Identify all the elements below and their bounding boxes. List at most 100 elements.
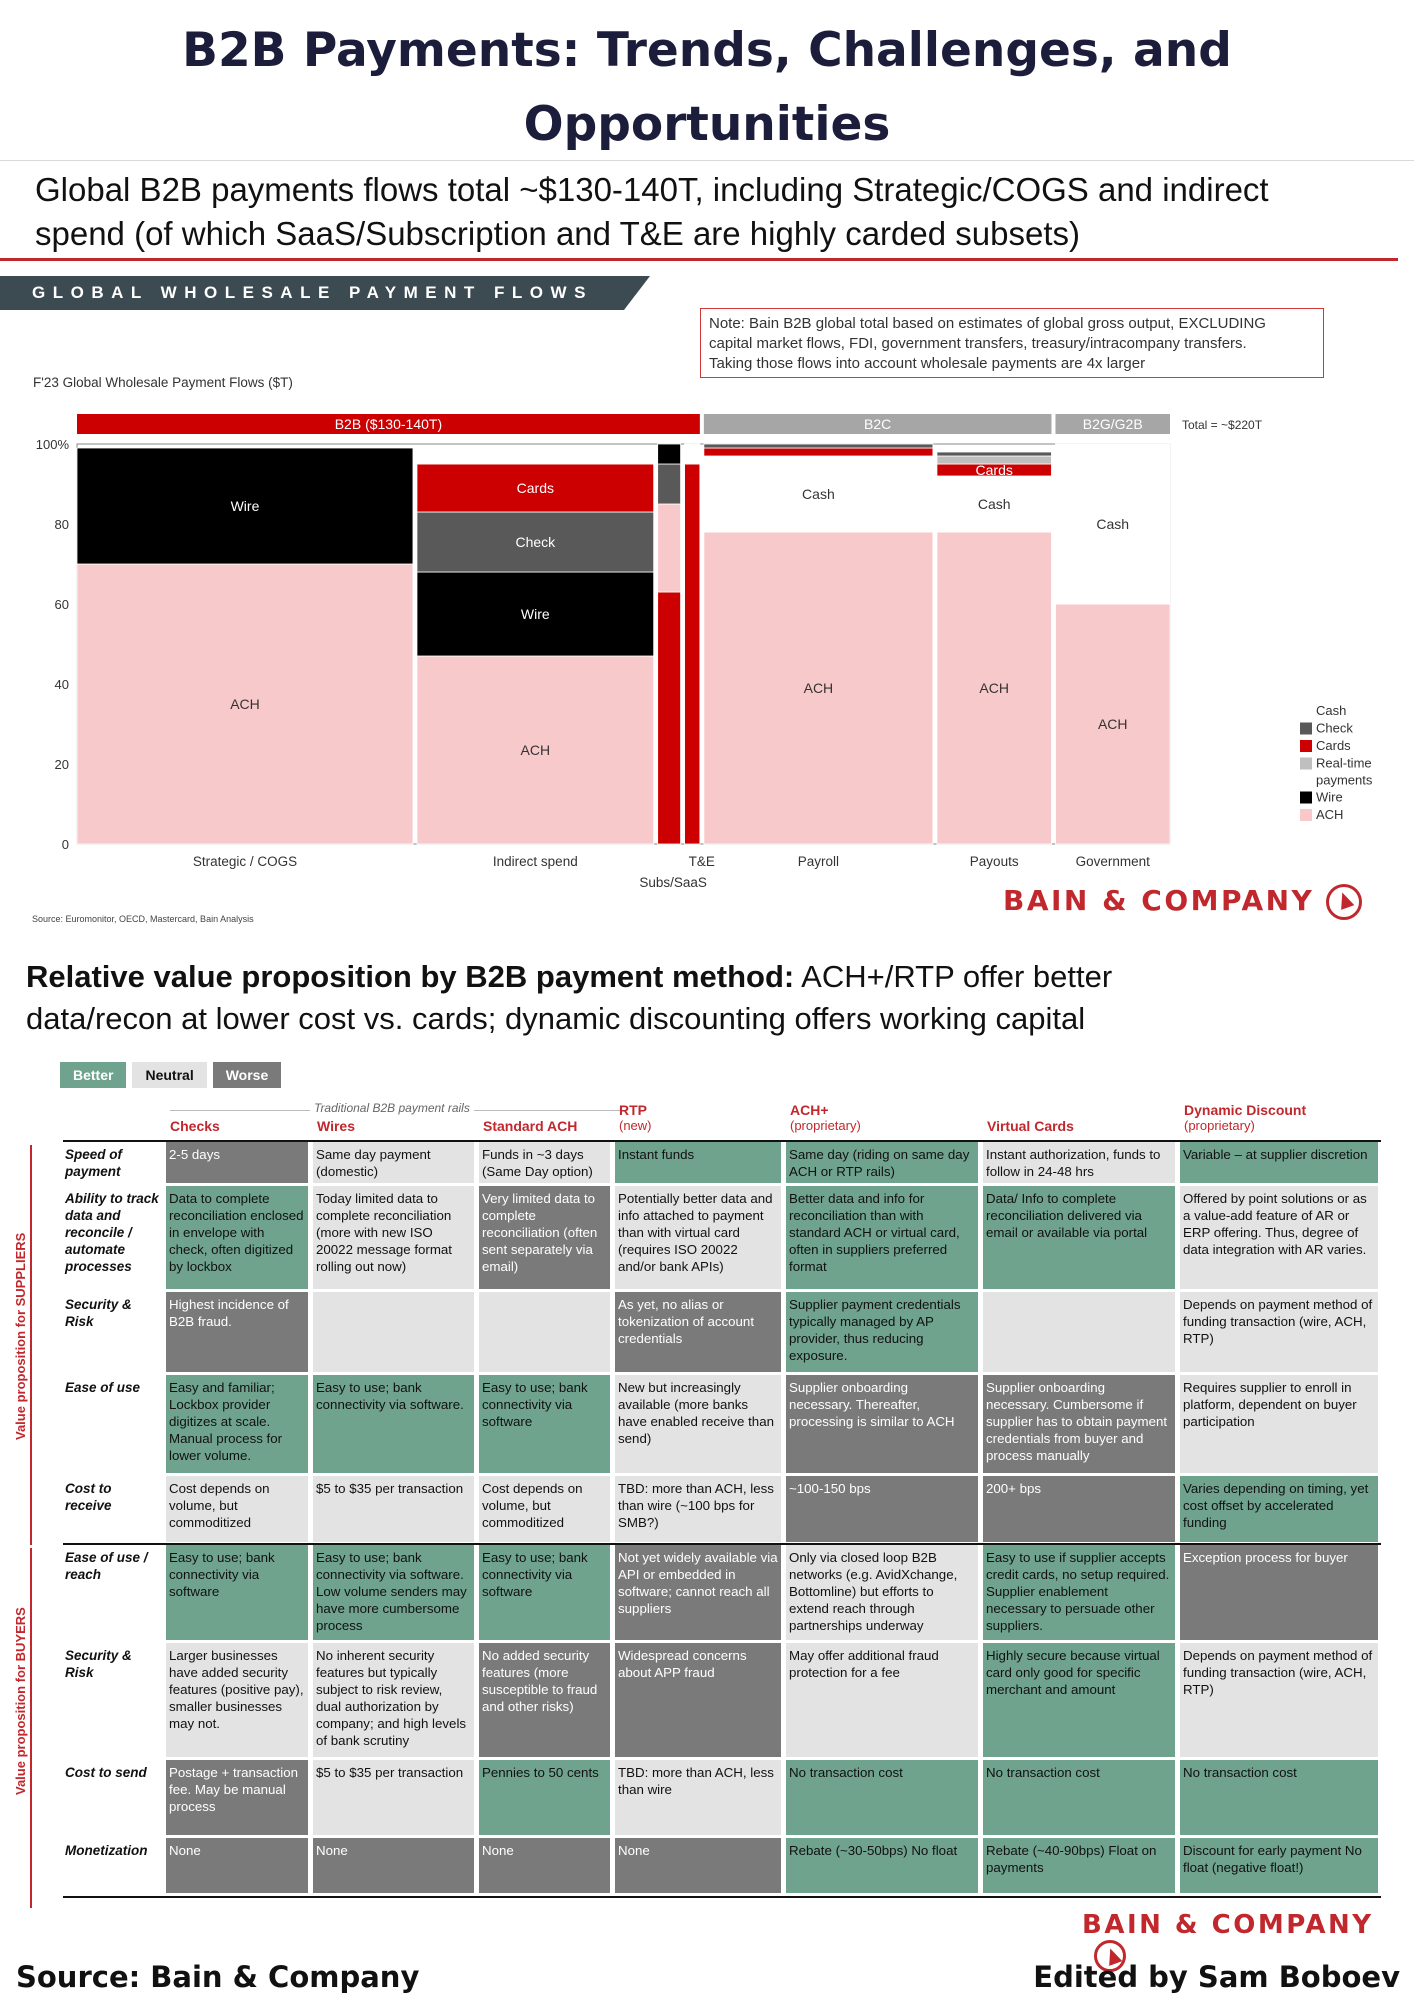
table-cell: Easy to use; bank connectivity via softw… (313, 1545, 474, 1640)
table-cell (479, 1292, 610, 1372)
group-label: B2G/G2B (1083, 416, 1143, 432)
divider (0, 160, 1414, 161)
table-cell: Instant funds (615, 1142, 781, 1183)
column-header-name: ACH+ (790, 1102, 829, 1118)
group-bar (1055, 414, 1170, 434)
legend-better: Better (60, 1062, 127, 1088)
segment-label: ACH (979, 680, 1009, 696)
row-label: Security & Risk (65, 1297, 132, 1329)
table-cell: Widespread concerns about APP fraud (615, 1643, 781, 1757)
section1-headline-line1: Global B2B payments flows total ~$130-14… (35, 171, 1269, 208)
y-tick-label: 100% (36, 437, 70, 452)
table-cell: Only via closed loop B2B networks (e.g. … (786, 1545, 978, 1640)
y-tick-label: 20 (55, 757, 69, 772)
table-cell: 200+ bps (983, 1476, 1175, 1542)
table-rule (63, 1543, 1381, 1545)
column-label: Strategic / COGS (193, 854, 297, 869)
segment-label: ACH (804, 680, 834, 696)
column-header: Standard ACH (483, 1118, 577, 1134)
row-label: Ease of use / reach (65, 1550, 148, 1582)
table-cell: Supplier payment credentials typically m… (786, 1292, 978, 1372)
group-label: B2B ($130-140T) (335, 416, 442, 432)
table-cell: Variable – at supplier discretion (1180, 1142, 1378, 1183)
legend-swatch (1300, 791, 1312, 804)
table-rule (63, 1140, 1381, 1142)
y-tick-label: 40 (55, 677, 69, 692)
column-label: Subs/SaaS (639, 875, 707, 890)
table-cell: As yet, no alias or tokenization of acco… (615, 1292, 781, 1372)
row-label: Cost to send (65, 1765, 147, 1780)
table-cell: Highly secure because virtual card only … (983, 1643, 1175, 1757)
legend-label: Cash (1316, 703, 1346, 718)
table-cell: No transaction cost (786, 1760, 978, 1835)
section2-headline: Relative value proposition by B2B paymen… (26, 956, 1396, 1040)
chart-y-label: F'23 Global Wholesale Payment Flows ($T) (33, 375, 293, 390)
row-label: Cost to receive (65, 1481, 112, 1513)
segment-label: Wire (521, 606, 550, 622)
column-header-name: Dynamic Discount (1184, 1102, 1307, 1118)
buyers-bracket (30, 1548, 32, 1908)
vp-suppliers-label: Value proposition for SUPPLIERS (13, 1232, 28, 1440)
table-cell: No transaction cost (1180, 1760, 1378, 1835)
legend-label: Check (1316, 721, 1353, 736)
legend-worse: Worse (212, 1062, 282, 1088)
segment-label: ACH (1098, 716, 1128, 732)
table-cell: Easy to use if supplier accepts credit c… (983, 1545, 1175, 1640)
table-cell: ~100-150 bps (786, 1476, 978, 1542)
row-label: Ability to track data and reconcile / au… (65, 1191, 159, 1274)
table-cell (313, 1292, 474, 1372)
column-header: RTP (new) (619, 1102, 652, 1134)
mekko-segment (936, 475, 1052, 533)
column-label: Indirect spend (493, 854, 578, 869)
table-cell: Requires supplier to enroll in platform,… (1180, 1375, 1378, 1473)
rating-legend: Better Neutral Worse (60, 1062, 282, 1088)
mekko-segment (416, 571, 655, 657)
table-cell: Depends on payment method of funding tra… (1180, 1643, 1378, 1757)
bain-wordmark: BAIN & COMPANY (1003, 884, 1315, 917)
legend-label: Wire (1316, 790, 1343, 805)
legend-swatch (1300, 809, 1312, 821)
mekko-segment (416, 511, 655, 573)
mekko-segment (657, 463, 681, 505)
mekko-segment (416, 463, 655, 513)
table-cell: Today limited data to complete reconcili… (313, 1186, 474, 1289)
table-cell: Depends on payment method of funding tra… (1180, 1292, 1378, 1372)
mekko-segment (1055, 603, 1171, 845)
column-label: Government (1076, 854, 1151, 869)
column-header: Virtual Cards (987, 1118, 1074, 1134)
segment-label: Cash (978, 496, 1011, 512)
mekko-segment (76, 447, 414, 565)
table-cell: Easy to use; bank connectivity via softw… (479, 1375, 610, 1473)
legend-swatch (1299, 704, 1313, 718)
table-cell: Rebate (~40-90bps) Float on payments (983, 1838, 1175, 1893)
note-box: Note: Bain B2B global total based on est… (700, 308, 1324, 378)
table-cell: Postage + transaction fee. May be manual… (166, 1760, 308, 1835)
table-cell: Larger businesses have added security fe… (166, 1643, 308, 1757)
page-title-line1: B2B Payments: Trends, Challenges, and (182, 23, 1232, 78)
segment-label: Wire (231, 498, 260, 514)
table-cell: None (479, 1838, 610, 1893)
segment-label: Check (515, 534, 556, 550)
table-cell: No inherent security features but typica… (313, 1643, 474, 1757)
y-tick-label: 60 (55, 597, 69, 612)
column-header-name: Virtual Cards (987, 1118, 1074, 1134)
mekko-segment (416, 655, 655, 845)
table-cell: Same day (riding on same day ACH or RTP … (786, 1142, 978, 1183)
column-header: Dynamic Discount (proprietary) (1184, 1102, 1306, 1134)
table-cell: Not yet widely available via API or embe… (615, 1545, 781, 1640)
y-tick-label: 80 (55, 517, 69, 532)
column-header-sub: (proprietary) (1184, 1118, 1255, 1133)
row-label: Security & Risk (65, 1648, 132, 1680)
column-header: ACH+ (proprietary) (790, 1102, 861, 1134)
column-label: Payouts (970, 854, 1019, 869)
table-cell (983, 1292, 1175, 1372)
table-cell: New but increasingly available (more ban… (615, 1375, 781, 1473)
column-header: Wires (317, 1118, 355, 1134)
y-tick-label: 0 (62, 837, 69, 852)
page-editor: Edited by Sam Boboev (1033, 1960, 1400, 1994)
table-cell: No transaction cost (983, 1760, 1175, 1835)
table-cell: Data to complete reconciliation enclosed… (166, 1186, 308, 1289)
suppliers-bracket (30, 1145, 32, 1545)
legend-swatch (1300, 722, 1312, 735)
segment-label: ACH (521, 742, 551, 758)
